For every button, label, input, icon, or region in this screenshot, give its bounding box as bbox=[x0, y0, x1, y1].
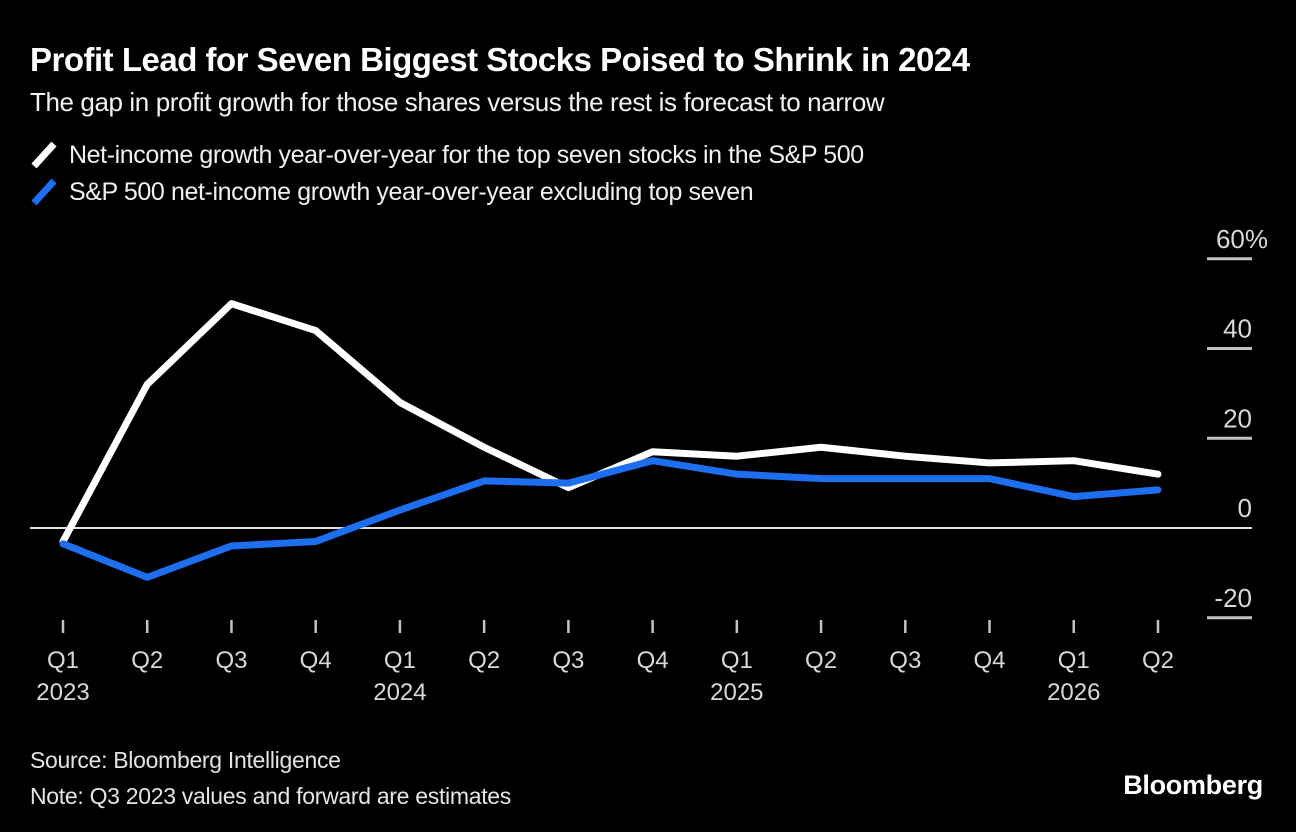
y-tick-label: 20 bbox=[1223, 403, 1252, 433]
x-tick-label: Q3 bbox=[552, 647, 584, 674]
chart-title: Profit Lead for Seven Biggest Stocks Poi… bbox=[30, 41, 970, 78]
footer: Source: Bloomberg Intelligence Note: Q3 … bbox=[30, 747, 511, 810]
x-tick-label: Q2 bbox=[468, 647, 500, 674]
x-tick-label: Q4 bbox=[974, 647, 1006, 674]
y-tick-label: 0 bbox=[1238, 493, 1252, 523]
legend: Net-income growth year-over-year for the… bbox=[30, 141, 864, 206]
legend-item-top-seven: Net-income growth year-over-year for the… bbox=[30, 141, 864, 169]
legend-item-label: Net-income growth year-over-year for the… bbox=[69, 140, 864, 169]
bloomberg-logo: Bloomberg bbox=[1123, 770, 1263, 800]
legend-line-white-icon bbox=[31, 141, 57, 169]
legend-line-blue-icon bbox=[31, 178, 57, 206]
x-tick-label: Q4 bbox=[637, 647, 669, 674]
year-label: 2025 bbox=[710, 679, 763, 706]
legend-item-label: S&P 500 net-income growth year-over-year… bbox=[69, 177, 754, 206]
series-line-1 bbox=[59, 457, 1162, 581]
year-label: 2024 bbox=[373, 679, 426, 706]
year-label: 2023 bbox=[36, 679, 89, 706]
y-tick-label: 40 bbox=[1223, 314, 1252, 344]
y-tick-label: 60% bbox=[1216, 224, 1268, 254]
legend-item-ex-top-seven: S&P 500 net-income growth year-over-year… bbox=[30, 178, 864, 206]
x-tick-label: Q3 bbox=[889, 647, 921, 674]
x-tick-label: Q1 bbox=[384, 647, 416, 674]
footer-note: Note: Q3 2023 values and forward are est… bbox=[30, 783, 511, 809]
x-tick-label: Q2 bbox=[131, 647, 163, 674]
x-tick-label: Q2 bbox=[1142, 647, 1174, 674]
x-tick-label: Q1 bbox=[47, 647, 79, 674]
series-line-0 bbox=[59, 300, 1162, 545]
x-tick-label: Q3 bbox=[215, 647, 247, 674]
x-tick-label: Q1 bbox=[721, 647, 753, 674]
x-tick-label: Q4 bbox=[300, 647, 332, 674]
x-tick-label: Q1 bbox=[1058, 647, 1090, 674]
footer-source: Source: Bloomberg Intelligence bbox=[30, 747, 341, 773]
year-label: 2026 bbox=[1047, 679, 1100, 706]
y-tick-label: -20 bbox=[1214, 583, 1252, 613]
x-tick-label: Q2 bbox=[805, 647, 837, 674]
chart-subtitle: The gap in profit growth for those share… bbox=[30, 87, 885, 117]
